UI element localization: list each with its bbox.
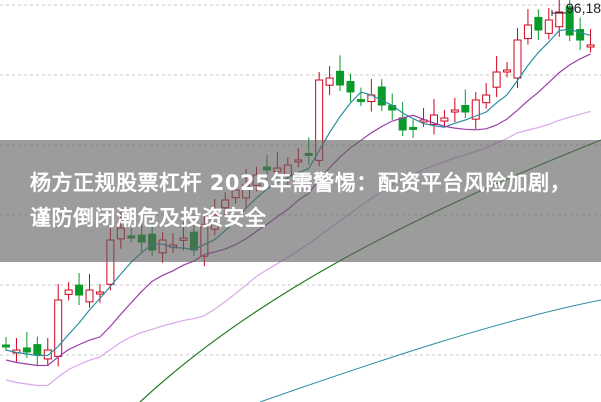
candle-body — [336, 70, 345, 86]
candle-body — [576, 29, 585, 41]
candle-body — [513, 39, 522, 79]
candle-body — [398, 117, 407, 131]
candle-body — [523, 24, 532, 40]
candle-body — [346, 81, 355, 93]
candle-body — [2, 344, 10, 348]
candle-body — [22, 347, 31, 353]
candle-body — [409, 126, 418, 130]
candle-body — [461, 104, 470, 113]
long-term-line — [259, 299, 601, 402]
candle-body — [565, 6, 574, 36]
candle-body — [440, 117, 449, 122]
candle-body — [85, 289, 94, 303]
candle-body — [544, 19, 553, 34]
candle-body — [492, 71, 501, 88]
candle-body — [75, 284, 84, 296]
candle-body — [471, 99, 480, 120]
candle-body — [64, 289, 73, 295]
candle-body — [555, 11, 564, 28]
candle-body — [377, 86, 386, 106]
candle-body — [95, 291, 104, 295]
candle-body — [586, 44, 595, 48]
candle-body — [534, 16, 543, 31]
candle-body — [325, 77, 334, 86]
candle-body — [429, 114, 438, 125]
candle-body — [482, 94, 491, 104]
headline-banner — [0, 140, 601, 262]
candle-body — [43, 349, 52, 360]
candle-body — [33, 344, 42, 356]
headline-title: 杨方正规股票杠杆 2025年需警惕：配资平台风险加剧，谨防倒闭潮危及投资安全 — [30, 171, 572, 230]
candle-body — [503, 69, 512, 73]
candle-body — [356, 99, 365, 103]
high-marker-arrow — [551, 10, 566, 16]
candle-body — [450, 109, 459, 113]
high-price-label: 96,18 — [566, 0, 601, 16]
